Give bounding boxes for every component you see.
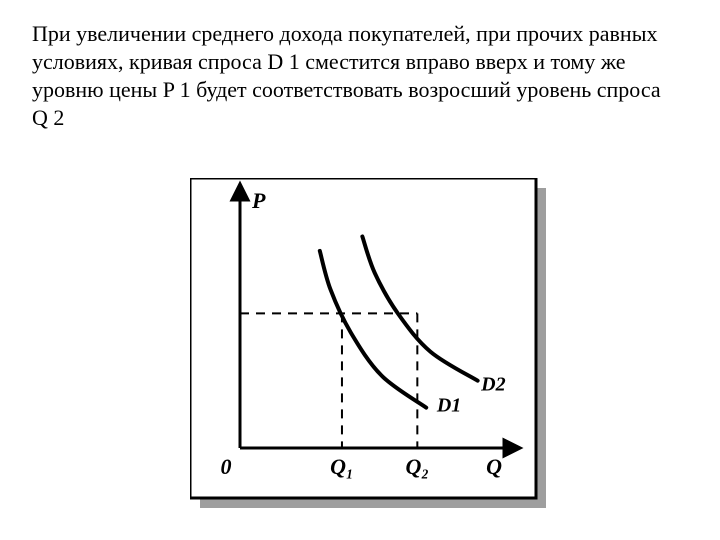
caption-text: При увеличении среднего дохода покупател… (32, 20, 672, 133)
demand-shift-figure: D1 D2 P Q 0 Q₁ Q₂ (190, 178, 546, 508)
q2-tick-label: Q₂ (406, 454, 430, 479)
curve-label-d2: D2 (480, 373, 505, 395)
curve-label-d1: D1 (436, 394, 461, 416)
q1-tick-label: Q₁ (330, 454, 354, 479)
x-axis-label: Q (486, 454, 502, 479)
panel (190, 178, 536, 498)
y-axis-label: P (251, 188, 266, 213)
page: При увеличении среднего дохода покупател… (0, 0, 720, 540)
origin-label: 0 (221, 454, 232, 479)
